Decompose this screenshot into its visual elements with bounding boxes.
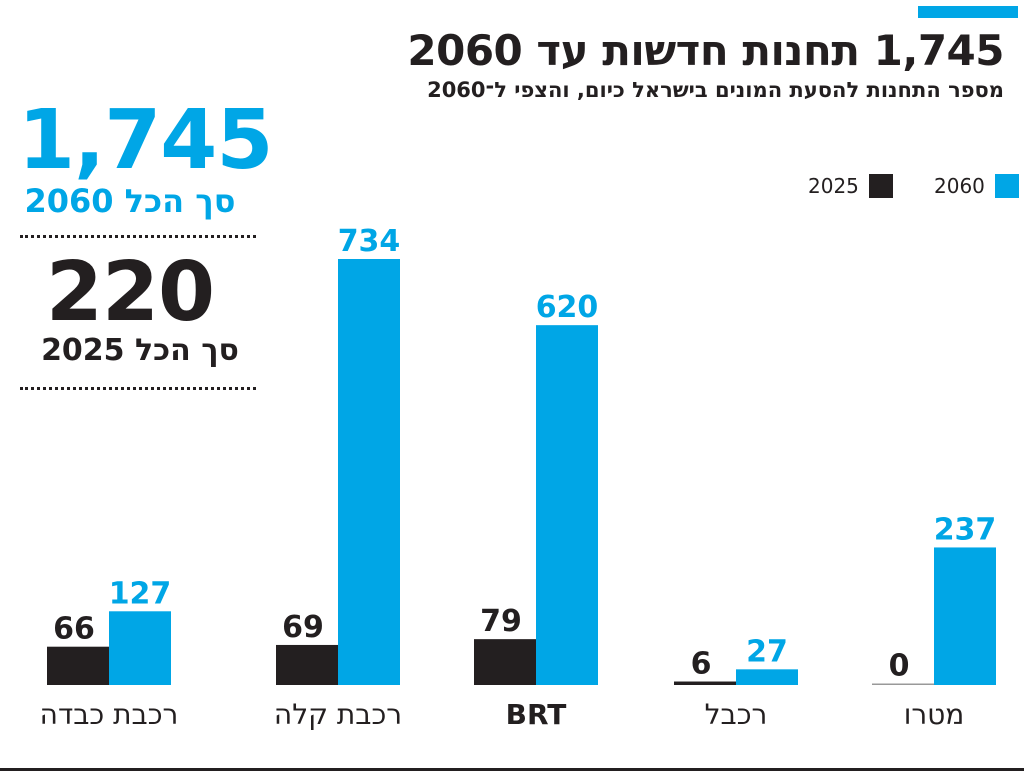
legend-label-2060: 2060	[934, 174, 985, 198]
category-label-0: רכבת כבדה	[40, 698, 179, 731]
page-subtitle: מספר התחנות להסעת המונים בישראל כיום, וה…	[427, 78, 1004, 102]
data-label-2060-0: 127	[109, 576, 172, 611]
data-label-2060-4: 237	[934, 512, 997, 547]
data-label-2025-0: 66	[53, 612, 95, 647]
bar-2060-0	[109, 611, 171, 685]
category-label-4: מטרו	[904, 698, 965, 731]
legend-item-2025: 2025	[808, 174, 893, 198]
bar-2025-3	[674, 681, 736, 685]
bar-2025-0	[47, 646, 109, 685]
bar-2025-2	[474, 639, 536, 685]
total-2025-value: 220	[45, 245, 215, 340]
legend-item-2060: 2060	[934, 174, 1019, 198]
data-label-2025-2: 79	[480, 604, 522, 639]
total-2060-label: סך הכל 2060	[24, 182, 236, 220]
data-label-2025-4: 0	[889, 649, 910, 684]
category-label-3: רכבל	[705, 698, 768, 731]
category-label-1: רכבת קלה	[274, 698, 402, 731]
legend-swatch-2025	[868, 174, 893, 198]
legend-swatch-2060	[994, 174, 1019, 198]
bar-2025-4	[872, 683, 934, 685]
data-label-2060-2: 620	[536, 290, 599, 325]
data-label-2025-3: 6	[691, 647, 712, 682]
bar-2060-3	[736, 669, 798, 685]
bar-2025-1	[276, 644, 338, 685]
bar-2060-2	[536, 325, 598, 685]
accent-bar	[918, 6, 1018, 18]
data-label-2025-1: 69	[282, 610, 324, 645]
total-2025-label: סך הכל 2025	[41, 333, 239, 368]
data-label-2060-3: 27	[746, 634, 788, 669]
dotted-divider	[20, 387, 256, 390]
data-label-2060-1: 734	[338, 224, 401, 259]
bar-2060-4	[934, 547, 996, 685]
page-title: 1,745 תחנות חדשות עד 2060	[407, 26, 1004, 75]
dotted-divider	[20, 235, 256, 238]
category-label-2: BRT	[506, 698, 567, 731]
total-2060-value: 1,745	[18, 93, 273, 188]
bar-2060-1	[338, 259, 400, 685]
legend-label-2025: 2025	[808, 174, 859, 198]
bottom-rule	[0, 768, 1024, 771]
